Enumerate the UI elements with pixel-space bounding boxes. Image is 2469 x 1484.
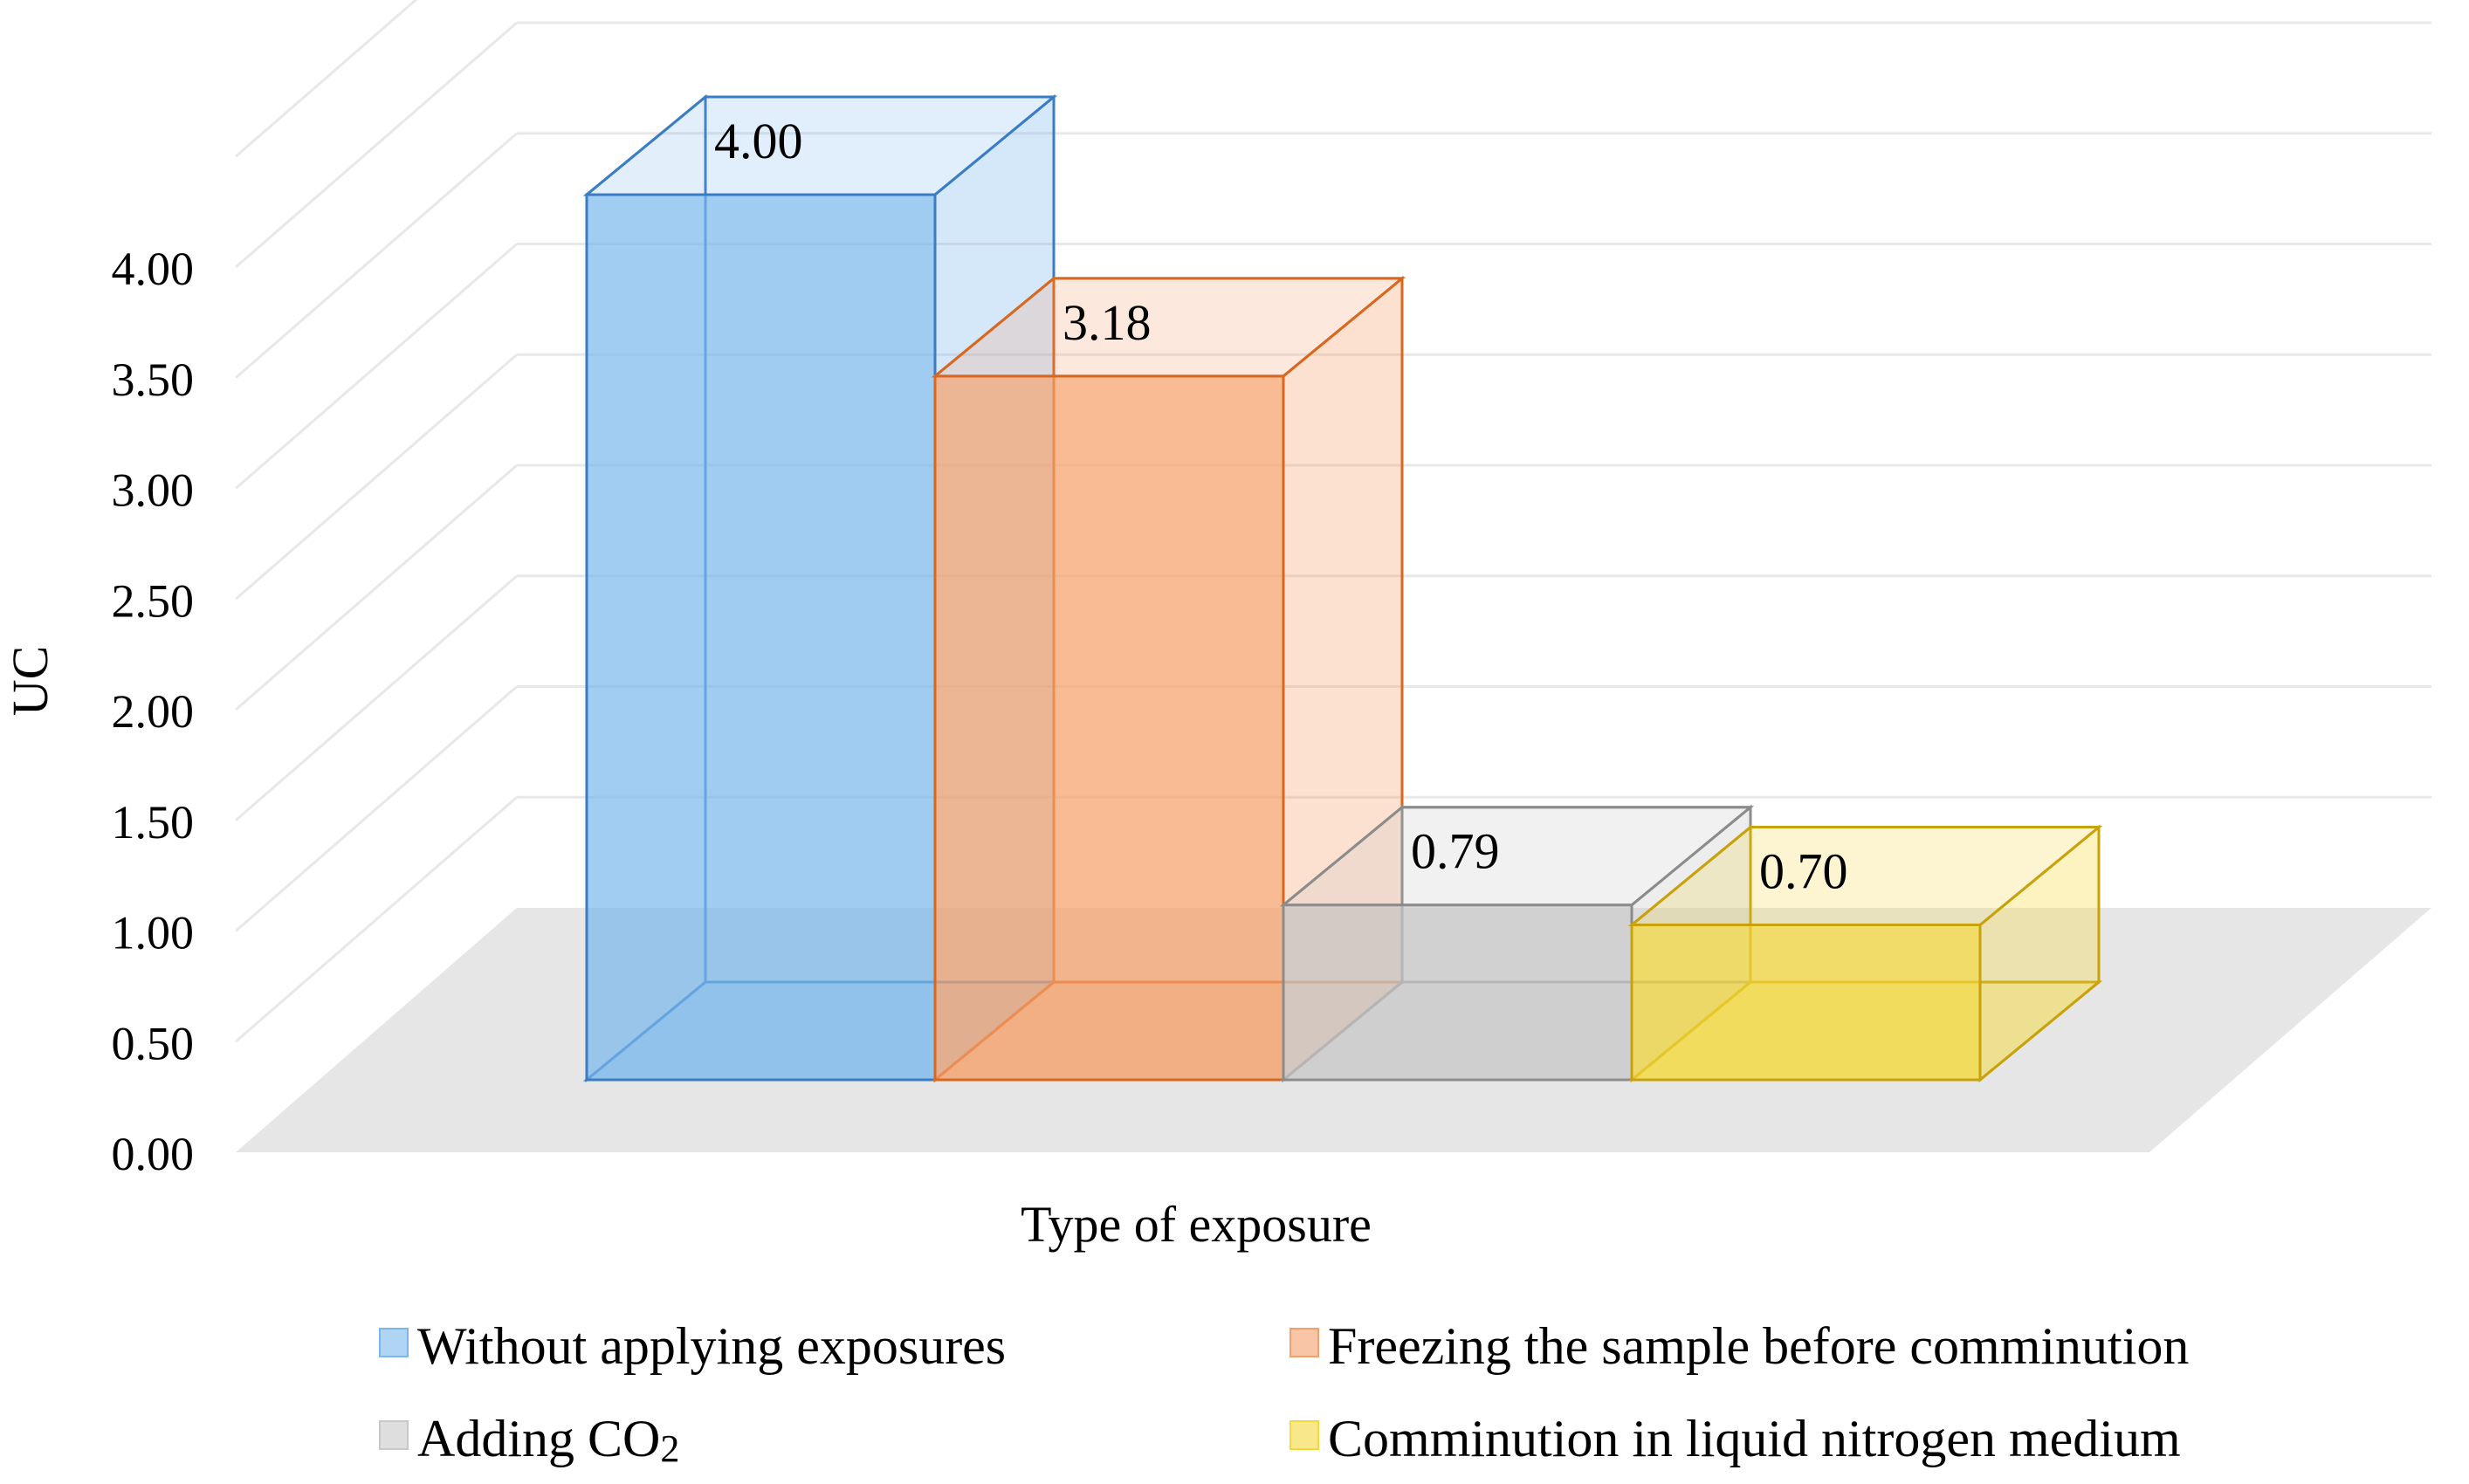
legend: Without applying exposures Freezing the … <box>379 1317 2189 1470</box>
legend-item: Without applying exposures <box>379 1317 1006 1375</box>
y-tick-label: 0.00 <box>112 1128 195 1180</box>
bar <box>1627 824 2103 1083</box>
gridline-side <box>235 0 418 158</box>
gridline-side <box>235 354 518 601</box>
bar <box>1279 804 1755 1083</box>
y-tick-label: 3.00 <box>112 464 195 517</box>
y-tick-label: 2.50 <box>112 574 195 627</box>
data-label: 4.00 <box>714 113 803 169</box>
gridline-side <box>235 574 518 821</box>
bar-front-face <box>1282 903 1633 1082</box>
legend-item: Freezing the sample before comminution <box>1290 1317 2189 1375</box>
data-label: 0.79 <box>1411 823 1500 880</box>
y-tick-label: 3.50 <box>112 354 195 406</box>
legend-swatch <box>1290 1328 1319 1357</box>
bars <box>582 93 2103 1083</box>
x-axis-title: Type of exposure <box>1021 1196 1372 1253</box>
y-axis-ticks: 0.00 0.50 1.00 1.50 2.00 2.50 3.00 3.50 4.00 <box>112 243 195 1180</box>
y-tick-label: 1.50 <box>112 796 195 848</box>
gridline-side <box>235 243 518 490</box>
legend-label: Adding CO2 <box>417 1410 679 1470</box>
data-label: 0.70 <box>1759 843 1848 900</box>
y-tick-label: 4.00 <box>112 243 195 295</box>
gridline-side <box>235 21 518 269</box>
gridline-side <box>235 132 518 379</box>
data-labels: 4.00 3.18 0.79 0.70 <box>714 113 1848 900</box>
y-tick-label: 0.50 <box>112 1017 195 1069</box>
y-tick-label: 1.00 <box>112 907 195 959</box>
y-tick-label: 2.00 <box>112 685 195 738</box>
bar-front-face <box>1630 924 1982 1082</box>
gridline-side <box>235 685 518 932</box>
bar-front-face <box>933 374 1285 1082</box>
gridline-side <box>235 796 518 1043</box>
legend-label: Freezing the sample before comminution <box>1328 1317 2189 1375</box>
gridline-side <box>235 464 518 711</box>
data-label: 3.18 <box>1063 294 1152 351</box>
y-axis-title: UC <box>2 646 58 717</box>
bar-front-face <box>585 193 937 1082</box>
legend-swatch <box>1290 1420 1319 1450</box>
legend-label: Without applying exposures <box>417 1317 1006 1375</box>
legend-item: Adding CO2 <box>379 1410 679 1470</box>
legend-swatch <box>379 1328 409 1357</box>
legend-label: Comminution in liquid nitrogen medium <box>1328 1410 2181 1467</box>
legend-item: Comminution in liquid nitrogen medium <box>1290 1410 2181 1467</box>
legend-swatch <box>379 1420 409 1450</box>
